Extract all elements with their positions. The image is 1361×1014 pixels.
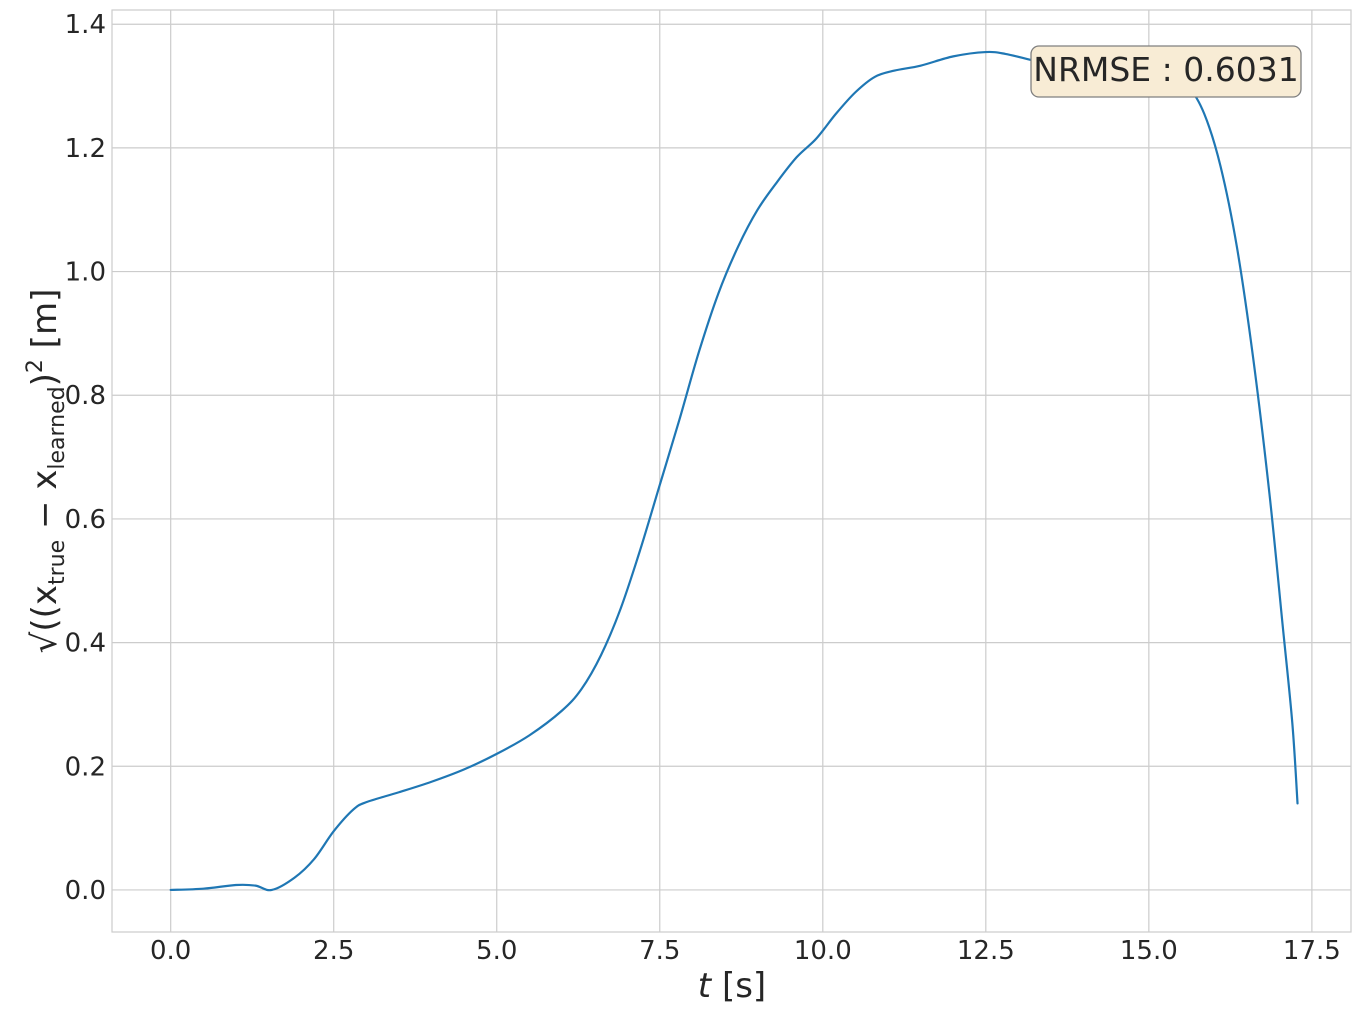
y-tick-label: 1.4 — [65, 10, 106, 40]
x-tick-label: 17.5 — [1283, 936, 1341, 966]
y-tick-label: 0.2 — [65, 752, 106, 782]
y-axis-unit: [m] — [25, 289, 65, 359]
x-tick-label: 15.0 — [1120, 936, 1178, 966]
y-tick-label: 1.0 — [65, 258, 106, 288]
x-tick-label: 0.0 — [150, 936, 191, 966]
y-axis-sup: 2 — [23, 359, 48, 373]
y-tick-label: 0.4 — [65, 629, 106, 659]
y-axis-minus: − x — [25, 470, 65, 540]
annotation-background — [1030, 45, 1302, 98]
x-axis-unit: [s] — [711, 966, 766, 1006]
y-axis-label: √((xtrue − xlearned)2 [m] — [23, 289, 70, 654]
annotation-box: NRMSE : 0.6031 — [1030, 45, 1302, 98]
series-line — [169, 50, 1299, 892]
x-tick-label: 7.5 — [639, 936, 680, 966]
nrmse-annotation: NRMSE : 0.6031 — [1033, 50, 1298, 89]
x-axis-label: t [s] — [698, 966, 766, 1006]
x-tick-label: 5.0 — [476, 936, 517, 966]
y-tick-label: 1.2 — [65, 134, 106, 164]
x-tick-labels: 0.0 2.5 5.0 7.5 10.0 12.5 15.0 17.5 — [150, 936, 1341, 966]
plot-area — [111, 9, 1352, 933]
y-tick-label: 0.8 — [65, 381, 106, 411]
y-axis-open: √((x — [25, 585, 65, 653]
y-tick-labels: 0.0 0.2 0.4 0.6 0.8 1.0 1.2 1.4 — [65, 10, 106, 906]
x-tick-label: 10.0 — [794, 936, 852, 966]
y-axis-sub-true: true — [45, 540, 70, 585]
y-tick-label: 0.0 — [65, 876, 106, 906]
y-tick-label: 0.6 — [65, 505, 106, 535]
grid — [112, 10, 1351, 932]
x-axis-var: t — [698, 966, 713, 1006]
svg-text:√((xtrue − xlearned)2 [m]: √((xtrue − xlearned)2 [m] — [23, 289, 70, 654]
y-axis-sub-learned: learned — [45, 386, 70, 469]
y-axis-close: ) — [25, 373, 65, 386]
x-tick-label: 2.5 — [313, 936, 354, 966]
x-tick-label: 12.5 — [957, 936, 1015, 966]
